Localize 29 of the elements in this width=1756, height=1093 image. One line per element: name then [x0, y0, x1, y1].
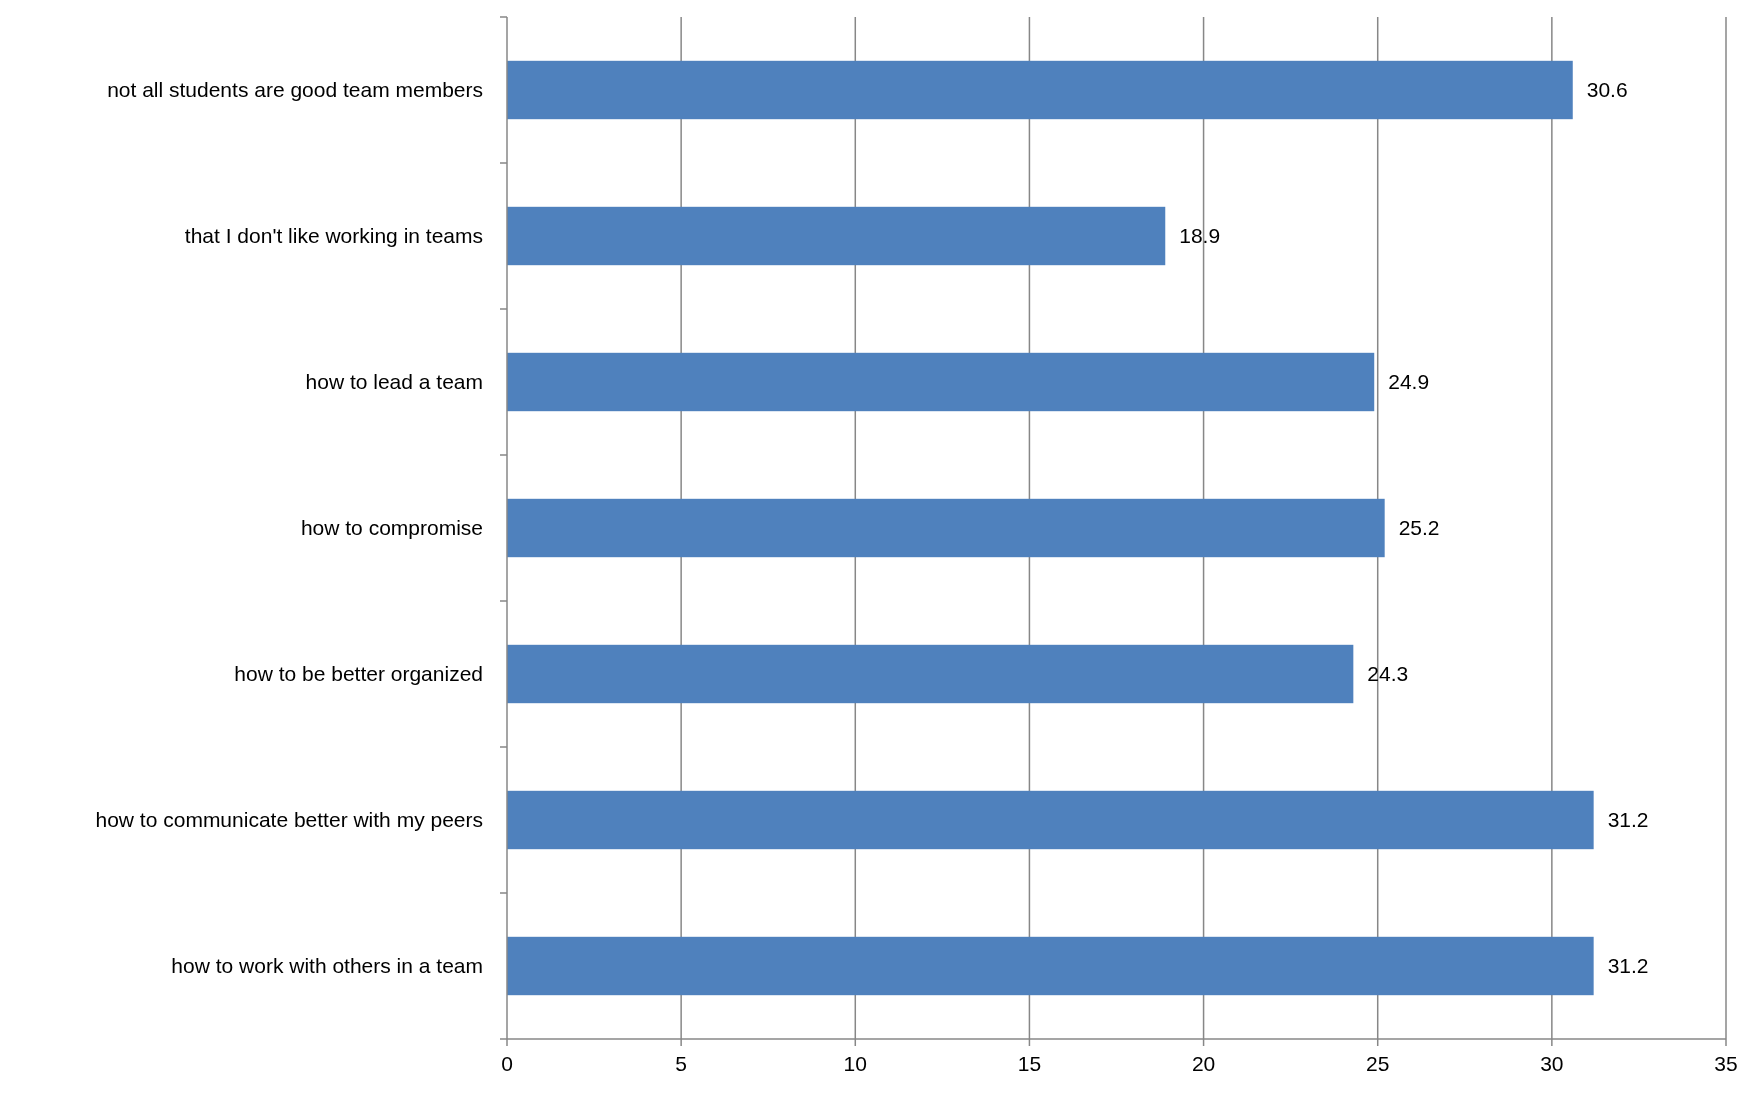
bar [507, 498, 1385, 558]
bar [507, 644, 1354, 704]
y-tick-label: how to lead a team [305, 370, 483, 394]
bar [507, 352, 1375, 412]
data-label: 24.9 [1388, 370, 1430, 394]
bar [507, 936, 1594, 996]
y-tick-label: how to be better organized [234, 662, 483, 686]
x-tick-label: 35 [1714, 1052, 1738, 1075]
y-tick-label: how to communicate better with my peers [95, 808, 483, 832]
bar [507, 60, 1573, 120]
x-tick-label: 20 [1191, 1052, 1216, 1075]
data-label: 31.2 [1607, 954, 1649, 978]
y-tick-label: how to compromise [300, 516, 483, 540]
data-label: 25.2 [1398, 516, 1440, 540]
data-label: 24.3 [1367, 662, 1409, 686]
data-label: 31.2 [1607, 808, 1649, 832]
y-tick-label: that I don't like working in teams [184, 224, 483, 248]
y-tick-label: how to work with others in a team [171, 954, 483, 978]
y-tick-label: not all students are good team members [107, 78, 483, 102]
x-tick-label: 30 [1540, 1052, 1564, 1075]
x-tick-label: 5 [675, 1052, 687, 1075]
x-tick-label: 15 [1017, 1052, 1042, 1075]
x-tick-label: 10 [843, 1052, 867, 1075]
data-label: 18.9 [1179, 224, 1221, 248]
bar [507, 206, 1166, 266]
x-tick-label: 25 [1366, 1052, 1390, 1075]
x-tick-label: 0 [501, 1052, 513, 1075]
bar [507, 790, 1594, 850]
data-label: 30.6 [1586, 78, 1628, 102]
